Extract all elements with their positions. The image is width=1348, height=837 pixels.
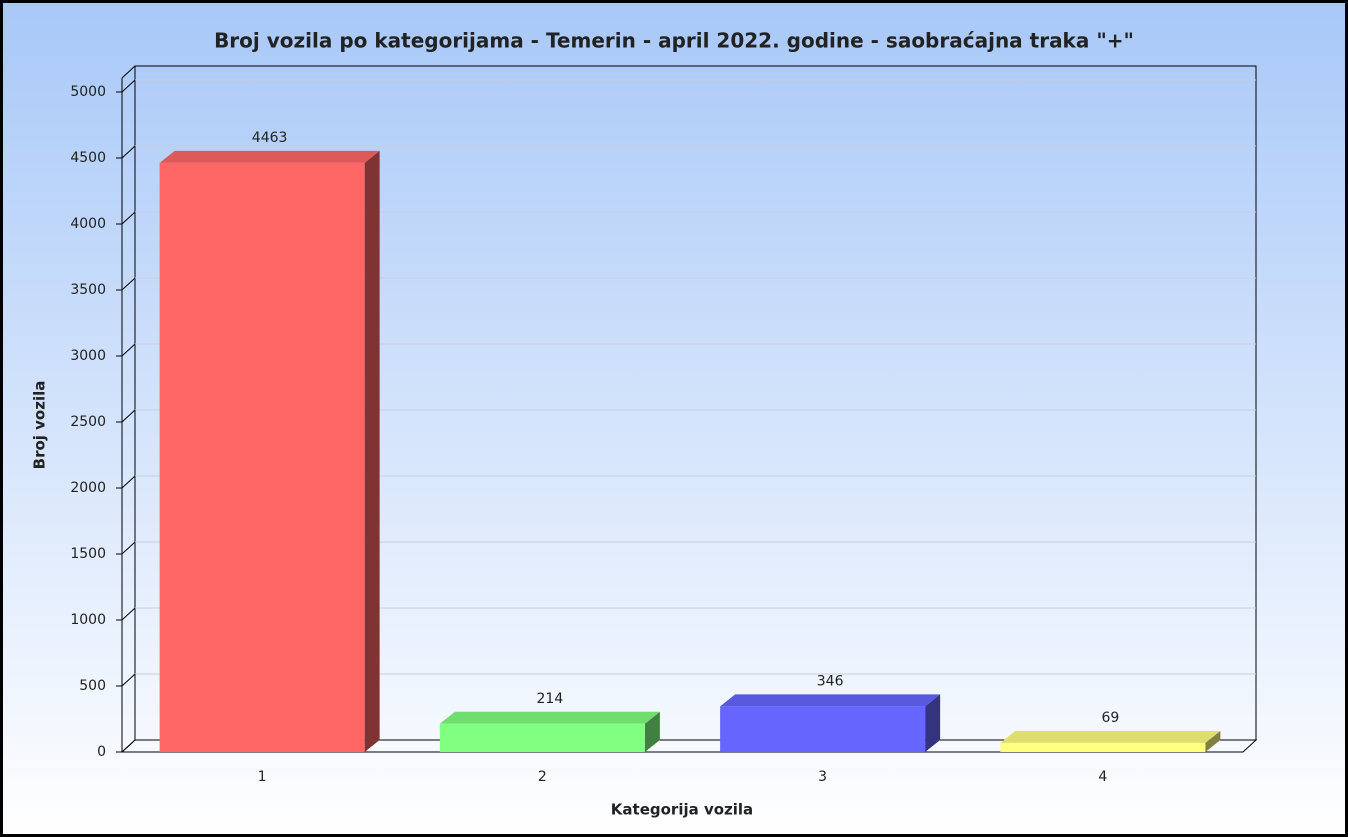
bar-top — [159, 150, 380, 163]
x-tick-label: 4 — [1098, 769, 1107, 785]
tick-mark — [116, 211, 136, 225]
bar-front — [159, 162, 365, 752]
y-tick-label: 3000 — [70, 348, 106, 364]
bar-front — [1000, 742, 1206, 752]
value-label: 4463 — [252, 130, 288, 146]
bar-side — [644, 711, 660, 752]
y-tick-label: 0 — [97, 744, 106, 760]
y-tick-label: 5000 — [70, 84, 106, 100]
tick-mark — [116, 145, 136, 159]
y-tick-label: 1000 — [70, 612, 106, 628]
x-axis-label: Kategorija vozila — [611, 801, 753, 819]
bar-side — [1205, 730, 1221, 752]
tick-mark — [116, 607, 136, 621]
bar-front — [439, 723, 645, 752]
value-label: 346 — [817, 673, 844, 689]
tick-mark — [116, 277, 136, 291]
y-tick-label: 4000 — [70, 216, 106, 232]
bar-top — [1000, 730, 1221, 743]
y-tick-label: 500 — [79, 678, 106, 694]
bar-top — [720, 694, 941, 707]
tick-mark — [116, 739, 136, 753]
bar — [439, 711, 660, 752]
bar — [720, 694, 941, 752]
tick-mark — [116, 79, 136, 93]
x-tick-label: 2 — [538, 769, 547, 785]
tick-mark — [116, 541, 136, 555]
bar — [159, 150, 380, 752]
value-label: 214 — [537, 691, 564, 707]
tick-mark — [116, 343, 136, 357]
bar-top — [439, 711, 660, 724]
y-tick-label: 2500 — [70, 414, 106, 430]
tick-mark — [116, 673, 136, 687]
y-tick-label: 4500 — [70, 150, 106, 166]
tick-mark — [116, 409, 136, 423]
bar-side — [925, 694, 941, 752]
value-label: 69 — [1101, 710, 1119, 726]
y-tick-label: 3500 — [70, 282, 106, 298]
bar-side — [364, 150, 380, 752]
x-tick-label: 3 — [818, 769, 827, 785]
y-axis-label: Broj vozila — [31, 381, 49, 470]
y-tick-label: 2000 — [70, 480, 106, 496]
bar — [1000, 730, 1221, 752]
tick-mark — [116, 475, 136, 489]
left-wall-top — [121, 65, 136, 79]
bar-front — [720, 706, 926, 752]
chart-title: Broj vozila po kategorijama - Temerin - … — [214, 29, 1134, 53]
x-tick-label: 1 — [258, 769, 267, 785]
y-tick-label: 1500 — [70, 546, 106, 562]
